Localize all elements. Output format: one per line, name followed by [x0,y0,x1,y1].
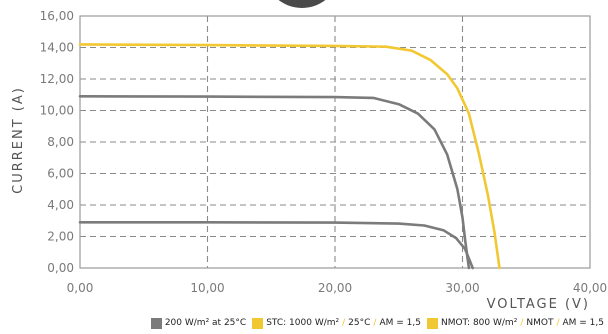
legend-label: NMOT [526,318,554,328]
legend-separator: / [556,318,560,328]
series-line-2 [78,95,471,270]
x-axis-title: VOLTAGE (V) [487,297,590,312]
x-tick-label: 40,00 [573,281,607,295]
y-tick-label: 10,00 [40,104,74,118]
legend-item: 200 W/m² at 25°C [150,317,247,329]
y-tick-label: 12,00 [40,72,74,86]
legend-swatch [150,317,162,329]
y-tick-label: 14,00 [40,41,74,55]
y-tick-label: 0,00 [47,261,74,275]
y-axis-title: CURRENT (A) [11,86,26,194]
x-tick-label: 10,00 [190,281,224,295]
x-tick-label: 20,00 [318,281,352,295]
legend-separator: / [520,318,524,328]
legend-label: AM = 1,5 [379,318,421,328]
legend-label: 25°C [348,318,371,328]
chart: 0,00 2,00 4,00 6,00 8,00 10,00 12,00 14,00 16,00… [11,0,608,312]
y-tick-label: 8,00 [47,135,74,149]
legend-label: STC: 1000 W/m² [266,318,340,328]
plot-frame [79,15,591,269]
legend-item: STC: 1000 W/m²/25°C / AM = 1,5 [252,317,421,329]
legend: 200 W/m² at 25°C STC: 1000 W/m²/25°C / AM =… [145,316,604,330]
y-tick-label: 16,00 [40,9,74,23]
y-tick-label: 2,00 [47,230,74,244]
series-line-3 [78,43,501,270]
tick-labels: 0,00 2,00 4,00 6,00 8,00 10,00 12,00 14,00 16,00… [40,9,608,295]
legend-item: NMOT: 800 W/m² / NMOT / AM = 1,5 [426,317,605,329]
x-tick-label: 30,00 [445,281,479,295]
legend-label: AM = 1,5 [562,318,605,328]
x-tick-label: 0,00 [67,281,94,295]
legend-separator: / [342,318,346,328]
legend-label: NMOT: 800 W/m² [440,318,518,328]
legend-label: 200 W/m² at 25°C [164,318,247,328]
legend-swatch [426,317,438,329]
legend-separator: / [373,318,377,328]
header-circle-decoration [278,0,326,8]
series-layer [78,43,501,270]
y-tick-label: 6,00 [47,167,74,181]
y-tick-label: 4,00 [47,198,74,212]
grid [79,15,591,269]
legend-swatch [252,317,264,329]
series-line-1 [78,221,474,270]
